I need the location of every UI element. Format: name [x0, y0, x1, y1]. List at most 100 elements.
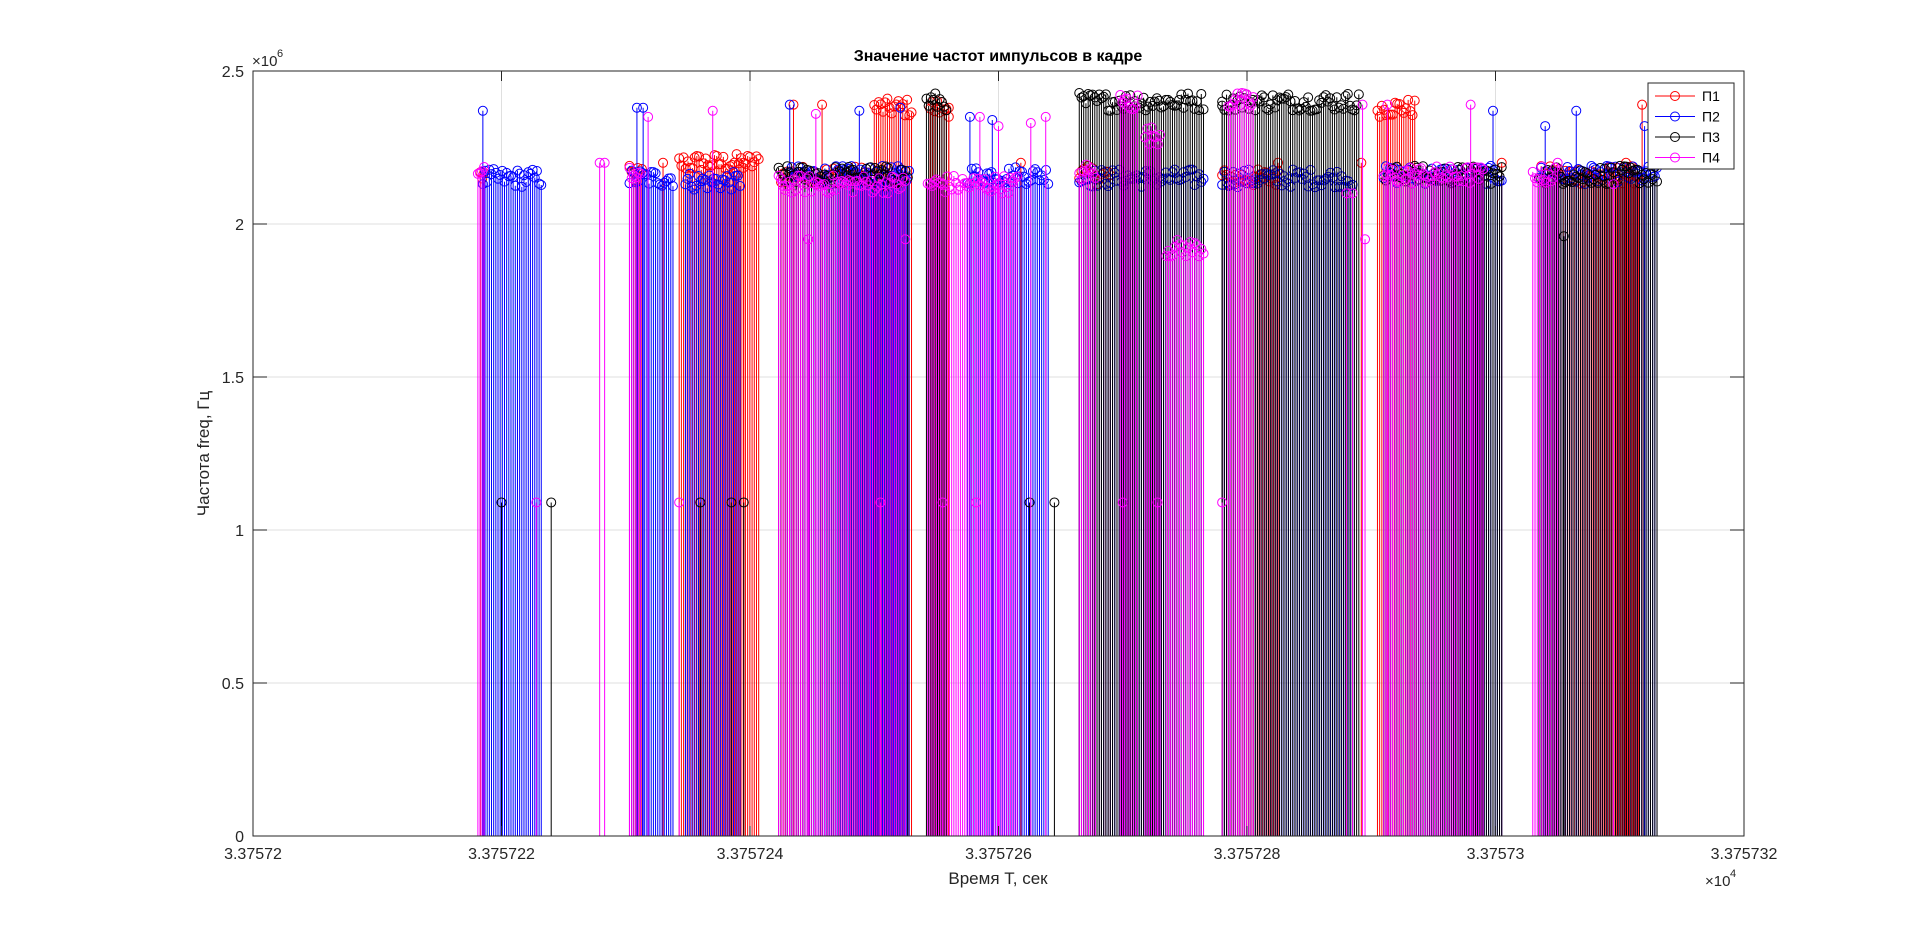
series-2-point-marker: [735, 181, 746, 192]
series-4-point-marker: [1360, 234, 1371, 245]
series-4-point-marker: [1132, 90, 1143, 101]
x-exponent-power: 4: [1730, 868, 1736, 880]
series-2-point-marker: [631, 102, 642, 113]
series-4-point-marker: [1152, 497, 1163, 508]
series-4-point-marker: [1185, 236, 1196, 247]
legend-label: П3: [1702, 129, 1720, 145]
legend-marker: [1670, 91, 1680, 101]
series-4-point-marker: [937, 497, 948, 508]
legend-item: П2: [1655, 109, 1720, 125]
series-4-point-marker: [1357, 99, 1368, 110]
series-4-point-marker: [674, 497, 685, 508]
y-tick-label: 0.5: [222, 676, 244, 693]
series-4-point-marker: [1402, 165, 1413, 176]
series-4-point-marker: [819, 179, 830, 190]
series-4-point-marker: [1383, 163, 1394, 174]
series-3-point-marker: [941, 105, 952, 116]
series-1-point-marker: [753, 154, 764, 165]
series-1-point-marker: [817, 99, 828, 110]
series-1-point-marker: [1403, 94, 1414, 105]
series-3-point-marker: [1595, 163, 1606, 174]
series-4-point-marker: [1431, 161, 1442, 172]
series-2-point-marker: [665, 173, 676, 184]
series-3-point-marker: [1573, 172, 1584, 183]
series-1-point-marker: [694, 151, 705, 162]
series-4-point-marker: [878, 187, 889, 198]
axis-ticks: 3.37572 3.375722 3.375724 3.375726 3.375728 3…: [222, 64, 1778, 863]
series-4-point-marker: [1387, 164, 1398, 175]
series-1-point-marker: [882, 93, 893, 104]
legend-label: П4: [1702, 150, 1720, 166]
y-tick-label: 2.5: [222, 64, 244, 81]
legend-marker: [1670, 132, 1680, 142]
series-2-point-marker: [697, 173, 708, 184]
legend-label: П1: [1702, 88, 1720, 104]
series-3-point-marker: [1182, 88, 1193, 99]
series-4-point-marker: [531, 497, 542, 508]
series-3-point-marker: [936, 96, 947, 107]
series-4-point-marker: [1012, 171, 1023, 182]
series-3-point-marker: [1455, 164, 1466, 175]
series-4-point-marker: [826, 184, 837, 195]
series-4-point-marker: [1161, 251, 1172, 262]
series-4-burst: [1378, 161, 1489, 836]
x-tick-label: 3.375722: [468, 846, 535, 863]
series-2-point-marker: [667, 181, 678, 192]
series-3-point-marker: [902, 172, 913, 183]
series-1-point-marker: [873, 97, 884, 108]
plot-data: [472, 87, 1663, 836]
series-3-point-marker: [1198, 104, 1209, 115]
series-4-point-marker: [1040, 111, 1051, 122]
x-exponent-base: ×10: [1705, 873, 1730, 890]
series-2-point-marker: [477, 105, 488, 116]
y-tick-label: 2: [235, 217, 244, 234]
series-3-point-marker: [1549, 167, 1560, 178]
series-2-burst: [477, 164, 547, 836]
x-axis-title: Время T, сек: [948, 869, 1048, 888]
series-4-point-marker: [880, 177, 891, 188]
series-4-point-marker: [1189, 238, 1200, 249]
series-4-burst: [922, 171, 1023, 836]
series-4-point-marker: [1196, 243, 1207, 254]
series-4-point-marker: [1471, 162, 1482, 173]
series-4-point-marker: [1552, 157, 1563, 168]
series-4-point-marker: [999, 171, 1010, 182]
series-4-point-marker: [1009, 173, 1020, 184]
y-tick-label: 1.5: [222, 370, 244, 387]
series-4-point-marker: [1429, 167, 1440, 178]
series-3-point-marker: [883, 162, 894, 173]
series-1-point-marker: [1407, 110, 1418, 121]
series-4-point-marker: [974, 111, 985, 122]
series-3-point-marker: [1652, 176, 1663, 187]
series-3-point-marker: [880, 161, 891, 172]
series-4-point-marker: [1465, 99, 1476, 110]
series-4-point-marker: [1341, 188, 1352, 199]
series-3-point-marker: [900, 165, 911, 176]
series-4-point-marker: [887, 171, 898, 182]
series-1-point-marker: [700, 153, 711, 164]
chart-title: Значение частот импульсов в кадре: [854, 48, 1143, 65]
series-1-point-marker: [751, 151, 762, 162]
series-4-point-marker: [773, 170, 784, 181]
y-tick-label: 1: [235, 523, 244, 540]
series-3-point-marker: [1342, 88, 1353, 99]
series-2-point-marker: [534, 178, 545, 189]
series-4-point-marker: [1121, 93, 1132, 104]
series-4-burst: [624, 162, 646, 836]
series-1-point-marker: [906, 107, 917, 118]
series-2-point-marker: [527, 164, 538, 175]
series-2-point-marker: [1540, 121, 1551, 132]
series-4-point-marker: [948, 171, 959, 182]
series-2-burst: [680, 167, 746, 836]
series-1-point-marker: [1409, 95, 1420, 106]
legend-box: [1647, 82, 1735, 170]
series-4-point-marker: [1117, 497, 1128, 508]
series-3-point-marker: [1083, 89, 1094, 100]
series-3-point-marker: [1049, 497, 1060, 508]
series-1-point-marker: [738, 157, 749, 168]
series-3-point-marker: [1641, 168, 1652, 179]
series-4-point-marker: [804, 171, 815, 182]
series-4-point-marker: [1475, 162, 1486, 173]
series-2-point-marker: [784, 99, 795, 110]
